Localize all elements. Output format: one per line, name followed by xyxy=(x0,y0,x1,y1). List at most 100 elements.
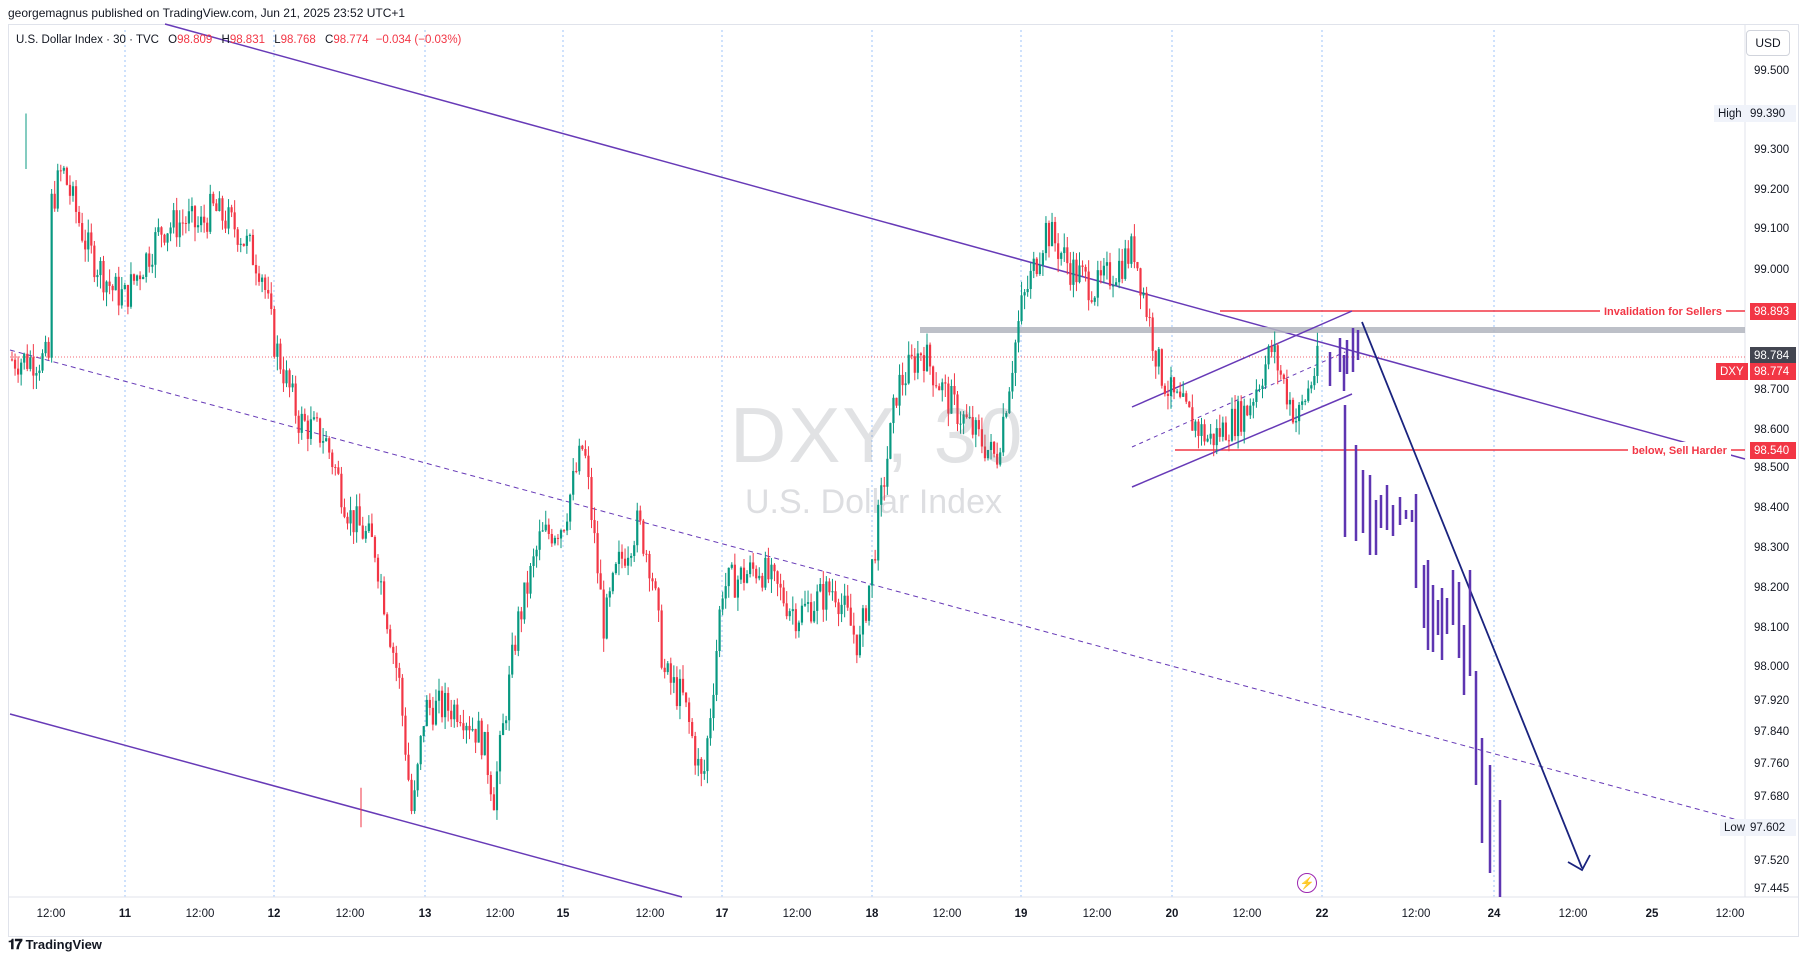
candle-body-64 xyxy=(206,222,209,232)
candle-body-291 xyxy=(898,374,901,406)
candle-body-332 xyxy=(1023,292,1026,296)
candle-body-96 xyxy=(303,413,306,421)
y-tick-label-5: 98.700 xyxy=(1754,384,1789,396)
candle-body-86 xyxy=(273,308,276,357)
candle-body-108 xyxy=(340,473,343,508)
legend-symbol[interactable]: U.S. Dollar Index · 30 · TVC xyxy=(16,34,159,46)
candle-body-276 xyxy=(852,625,855,635)
candle-body-104 xyxy=(328,438,331,453)
candle-body-191 xyxy=(593,520,596,534)
candle-body-293 xyxy=(904,383,907,386)
wedge-midline xyxy=(1131,351,1346,448)
candle-body-354 xyxy=(1090,300,1093,302)
candle-body-277 xyxy=(855,634,858,656)
candle-body-216 xyxy=(669,663,672,683)
candle-body-176 xyxy=(547,524,550,534)
x-tick-label-8: 12:00 xyxy=(636,908,665,920)
candle-body-285 xyxy=(880,485,883,505)
candle-body-194 xyxy=(602,589,605,639)
y-tick-label-11: 98.100 xyxy=(1754,622,1789,634)
candle-body-24 xyxy=(84,240,87,250)
candle-body-136 xyxy=(425,699,428,727)
candle-body-384 xyxy=(1182,393,1185,397)
chart-frame[interactable] xyxy=(8,24,1799,937)
candle-body-245 xyxy=(758,575,761,579)
candle-body-212 xyxy=(657,588,660,611)
x-tick-label-6: 12:00 xyxy=(486,908,515,920)
invalidation-value: 98.893 xyxy=(1750,303,1796,320)
candle-body-211 xyxy=(654,581,657,589)
candle-body-352 xyxy=(1084,266,1087,272)
economic-event-icon[interactable]: ⚡ xyxy=(1297,873,1317,893)
candle-body-88 xyxy=(279,343,282,370)
watermark-ticker: DXY, 30 xyxy=(730,391,1025,479)
candle-body-236 xyxy=(730,564,733,568)
candle-body-420 xyxy=(1291,399,1295,423)
currency-button[interactable]: USD xyxy=(1746,30,1790,56)
candle-body-324 xyxy=(999,452,1002,465)
candle-body-118 xyxy=(370,523,373,537)
channel-upper-line xyxy=(164,23,1746,460)
candle-body-390 xyxy=(1200,424,1203,436)
candle-body-116 xyxy=(364,531,367,539)
candle-body-223 xyxy=(691,722,694,737)
candle-body-203 xyxy=(630,555,633,558)
candle-body-234 xyxy=(724,586,727,599)
candle-body-304 xyxy=(938,386,941,391)
candle-body-76 xyxy=(242,243,245,246)
candle-body-228 xyxy=(706,738,709,772)
candle-body-117 xyxy=(367,523,370,532)
candle-body-260 xyxy=(803,603,807,606)
candle-body-80 xyxy=(254,264,258,274)
candle-body-174 xyxy=(541,530,544,532)
candle-body-426 xyxy=(1310,385,1313,389)
candle-body-401 xyxy=(1233,408,1237,437)
legend-open-label: O xyxy=(168,34,178,46)
candle-body-267 xyxy=(825,581,828,610)
candle-body-386 xyxy=(1188,401,1191,408)
candle-body-69 xyxy=(221,198,224,221)
candle-body-129 xyxy=(404,715,407,755)
candle-body-144 xyxy=(450,710,453,720)
candle-body-282 xyxy=(871,559,874,586)
candle-body-290 xyxy=(895,397,898,406)
candle-body-62 xyxy=(200,216,203,226)
candle-body-292 xyxy=(901,374,904,386)
candle-body-366 xyxy=(1127,248,1130,264)
candle-body-400 xyxy=(1230,408,1234,441)
candle-body-51 xyxy=(166,233,169,243)
candle-body-412 xyxy=(1267,346,1270,365)
candle-body-345 xyxy=(1063,247,1066,254)
candle-body-114 xyxy=(358,506,361,526)
candle-body-294 xyxy=(907,354,910,384)
candle-body-192 xyxy=(596,533,599,574)
candle-body-241 xyxy=(745,574,749,583)
candle-body-16 xyxy=(59,170,62,172)
y-tick-label-1: 99.300 xyxy=(1754,144,1789,156)
candle-body-131 xyxy=(410,779,413,812)
tradingview-logo-icon: 𝟏𝟕 xyxy=(8,936,23,952)
x-tick-label-7: 15 xyxy=(557,908,570,920)
candle-body-333 xyxy=(1026,289,1029,293)
candle-body-13 xyxy=(50,193,53,358)
candle-body-179 xyxy=(556,537,560,539)
candle-body-155 xyxy=(483,732,486,756)
y-tick-label-18: 97.445 xyxy=(1754,883,1789,895)
candle-body-261 xyxy=(806,602,810,604)
candle-body-258 xyxy=(797,622,800,632)
footer-brand[interactable]: 𝟏𝟕 TradingView xyxy=(8,936,102,953)
candle-body-367 xyxy=(1130,236,1133,264)
candle-body-125 xyxy=(392,646,395,653)
candle-body-38 xyxy=(126,285,129,307)
candle-body-67 xyxy=(215,203,218,212)
candle-body-397 xyxy=(1221,422,1224,437)
candle-body-55 xyxy=(178,222,181,238)
candle-body-168 xyxy=(523,582,526,620)
candle-body-262 xyxy=(810,602,813,622)
candle-body-411 xyxy=(1264,364,1267,386)
candle-body-187 xyxy=(581,445,584,450)
x-tick-label-5: 13 xyxy=(419,908,432,920)
candle-body-98 xyxy=(309,419,312,439)
candle-body-278 xyxy=(858,634,861,656)
